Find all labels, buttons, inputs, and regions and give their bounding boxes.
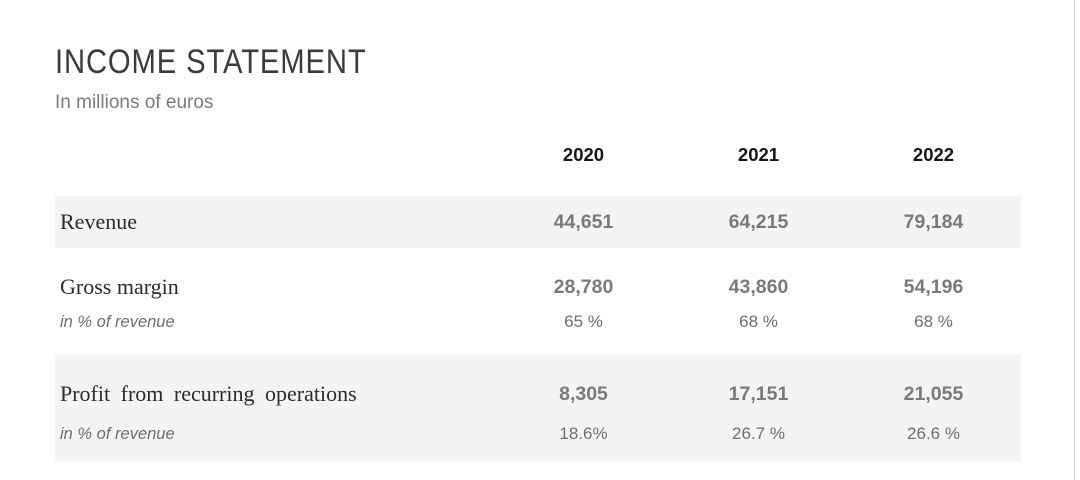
revenue-value-2021: 64,215: [728, 210, 789, 233]
row-label-revenue: Revenue: [60, 209, 137, 234]
table-row-profit: Profit from recurring operations 8,305 1…: [55, 354, 1021, 462]
year-header-2020: 2020: [562, 144, 605, 165]
gross-margin-percent-2020: 65 %: [564, 312, 603, 331]
gross-margin-percent-line: in % of revenue 65 % 68 % 68 %: [55, 312, 1021, 332]
profit-value-2020: 8,305: [559, 382, 608, 405]
table-row-revenue: Revenue 44,651 64,215 79,184: [55, 196, 1021, 248]
profit-percent-line: in % of revenue 18.6% 26.7 % 26.6 %: [55, 424, 1021, 444]
profit-value-2021: 17,151: [728, 382, 789, 405]
page-title: INCOME STATEMENT: [55, 44, 1021, 80]
sub-label-gross-margin-percent: in % of revenue: [60, 312, 175, 331]
gross-margin-value-2020: 28,780: [553, 275, 614, 298]
page-title-text: INCOME STATEMENT: [55, 43, 367, 81]
profit-percent-2021: 26.7 %: [732, 424, 785, 443]
year-header-row: 2020 2021 2022: [55, 144, 1021, 166]
profit-percent-2020: 18.6%: [559, 424, 608, 443]
sub-label-profit-percent: in % of revenue: [60, 424, 175, 443]
revenue-value-2020: 44,651: [553, 210, 614, 233]
profit-percent-2022: 26.6 %: [907, 424, 960, 443]
profit-value-2022: 21,055: [903, 382, 964, 405]
gross-margin-value-2021: 43,860: [728, 275, 789, 298]
income-statement-panel: INCOME STATEMENT In millions of euros 20…: [55, 0, 1021, 462]
revenue-value-2022: 79,184: [903, 210, 964, 233]
year-header-2021: 2021: [737, 144, 780, 165]
gross-margin-main-line: Gross margin 28,780 43,860 54,196: [55, 272, 1021, 302]
gross-margin-percent-2021: 68 %: [739, 312, 778, 331]
table-row-gross-margin: Gross margin 28,780 43,860 54,196 in % o…: [55, 248, 1021, 354]
year-header-2022: 2022: [912, 144, 955, 165]
profit-main-line: Profit from recurring operations 8,305 1…: [55, 378, 1021, 410]
row-label-profit: Profit from recurring operations: [60, 381, 357, 406]
gross-margin-percent-2022: 68 %: [914, 312, 953, 331]
gross-margin-value-2022: 54,196: [903, 275, 964, 298]
row-label-gross-margin: Gross margin: [60, 274, 179, 299]
units-subtitle: In millions of euros: [55, 92, 214, 113]
right-edge-divider: [1074, 0, 1075, 480]
